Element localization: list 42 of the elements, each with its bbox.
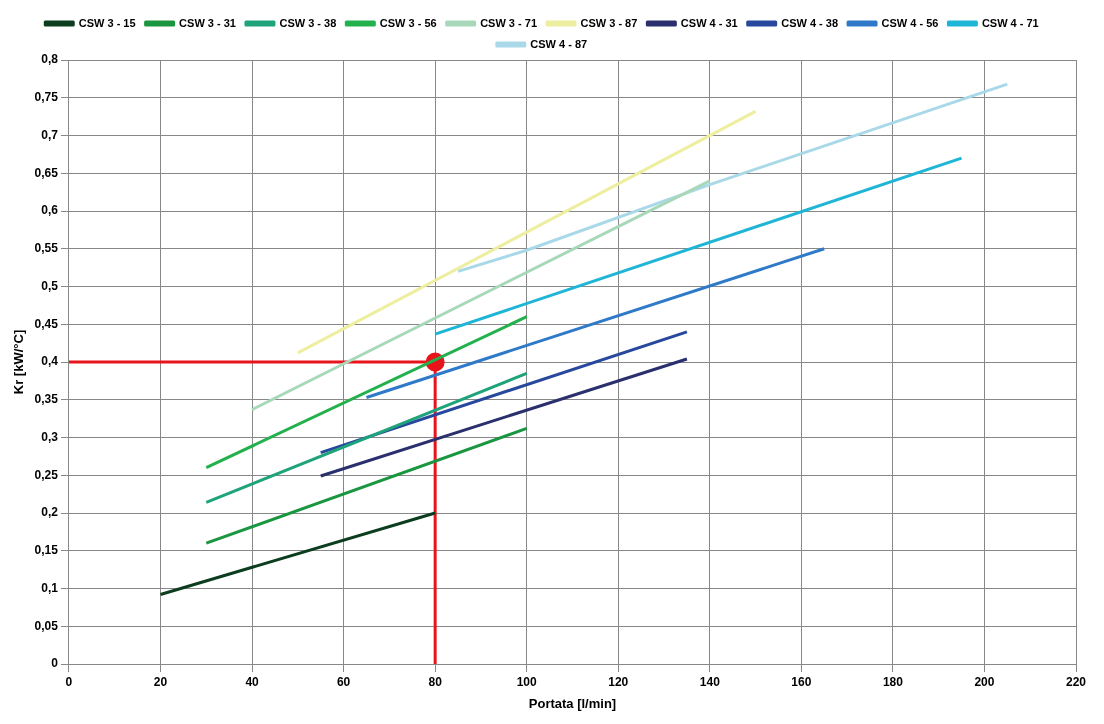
legend-label: CSW 3 - 38 xyxy=(279,16,337,29)
legend-label: CSW 3 - 71 xyxy=(480,16,538,29)
legend-label: CSW 4 - 38 xyxy=(781,16,839,29)
y-tick-label: 0,55 xyxy=(34,241,59,256)
x-tick-label: 0 xyxy=(65,674,73,689)
x-tick-label: 200 xyxy=(974,674,995,689)
legend-label: CSW 4 - 56 xyxy=(881,16,939,29)
y-tick-label: 0,25 xyxy=(34,467,59,482)
y-tick-label: 0,2 xyxy=(41,505,59,520)
x-tick-label: 220 xyxy=(1065,674,1087,689)
x-tick-label: 20 xyxy=(153,674,168,689)
y-tick-label: 0,45 xyxy=(34,316,59,331)
x-axis-title: Portata [l/min] xyxy=(528,695,617,711)
y-tick-label: 0,75 xyxy=(34,90,59,105)
x-tick-label: 140 xyxy=(699,674,721,689)
legend-label: CSW 3 - 56 xyxy=(379,16,437,29)
y-tick-label: 0,6 xyxy=(41,203,59,218)
y-tick-label: 0,8 xyxy=(41,52,59,67)
y-tick-label: 0 xyxy=(51,656,59,671)
y-tick-label: 0,3 xyxy=(41,429,59,444)
y-tick-label: 0,15 xyxy=(34,543,59,558)
y-tick-label: 0,05 xyxy=(34,618,59,633)
x-tick-label: 160 xyxy=(791,674,812,689)
y-tick-label: 0,7 xyxy=(41,127,59,142)
legend-label: CSW 3 - 15 xyxy=(78,16,136,29)
x-tick-label: 120 xyxy=(608,674,629,689)
legend-label: CSW 3 - 31 xyxy=(179,16,236,29)
y-axis-title: Kr [kW/°C] xyxy=(11,329,27,395)
y-tick-label: 0,5 xyxy=(41,278,59,293)
y-tick-label: 0,35 xyxy=(34,392,59,407)
x-tick-label: 60 xyxy=(336,674,351,689)
x-tick-label: 40 xyxy=(245,674,260,689)
y-tick-label: 0,4 xyxy=(41,354,59,369)
legend-label: CSW 4 - 31 xyxy=(680,16,738,29)
y-tick-label: 0,1 xyxy=(41,580,59,595)
x-tick-label: 180 xyxy=(882,674,904,689)
legend-label: CSW 4 - 87 xyxy=(530,37,588,50)
y-tick-label: 0,65 xyxy=(34,165,59,180)
x-tick-label: 100 xyxy=(516,674,538,689)
legend-label: CSW 3 - 87 xyxy=(580,16,638,29)
legend-label: CSW 4 - 71 xyxy=(981,16,1039,29)
x-tick-label: 80 xyxy=(428,674,443,689)
